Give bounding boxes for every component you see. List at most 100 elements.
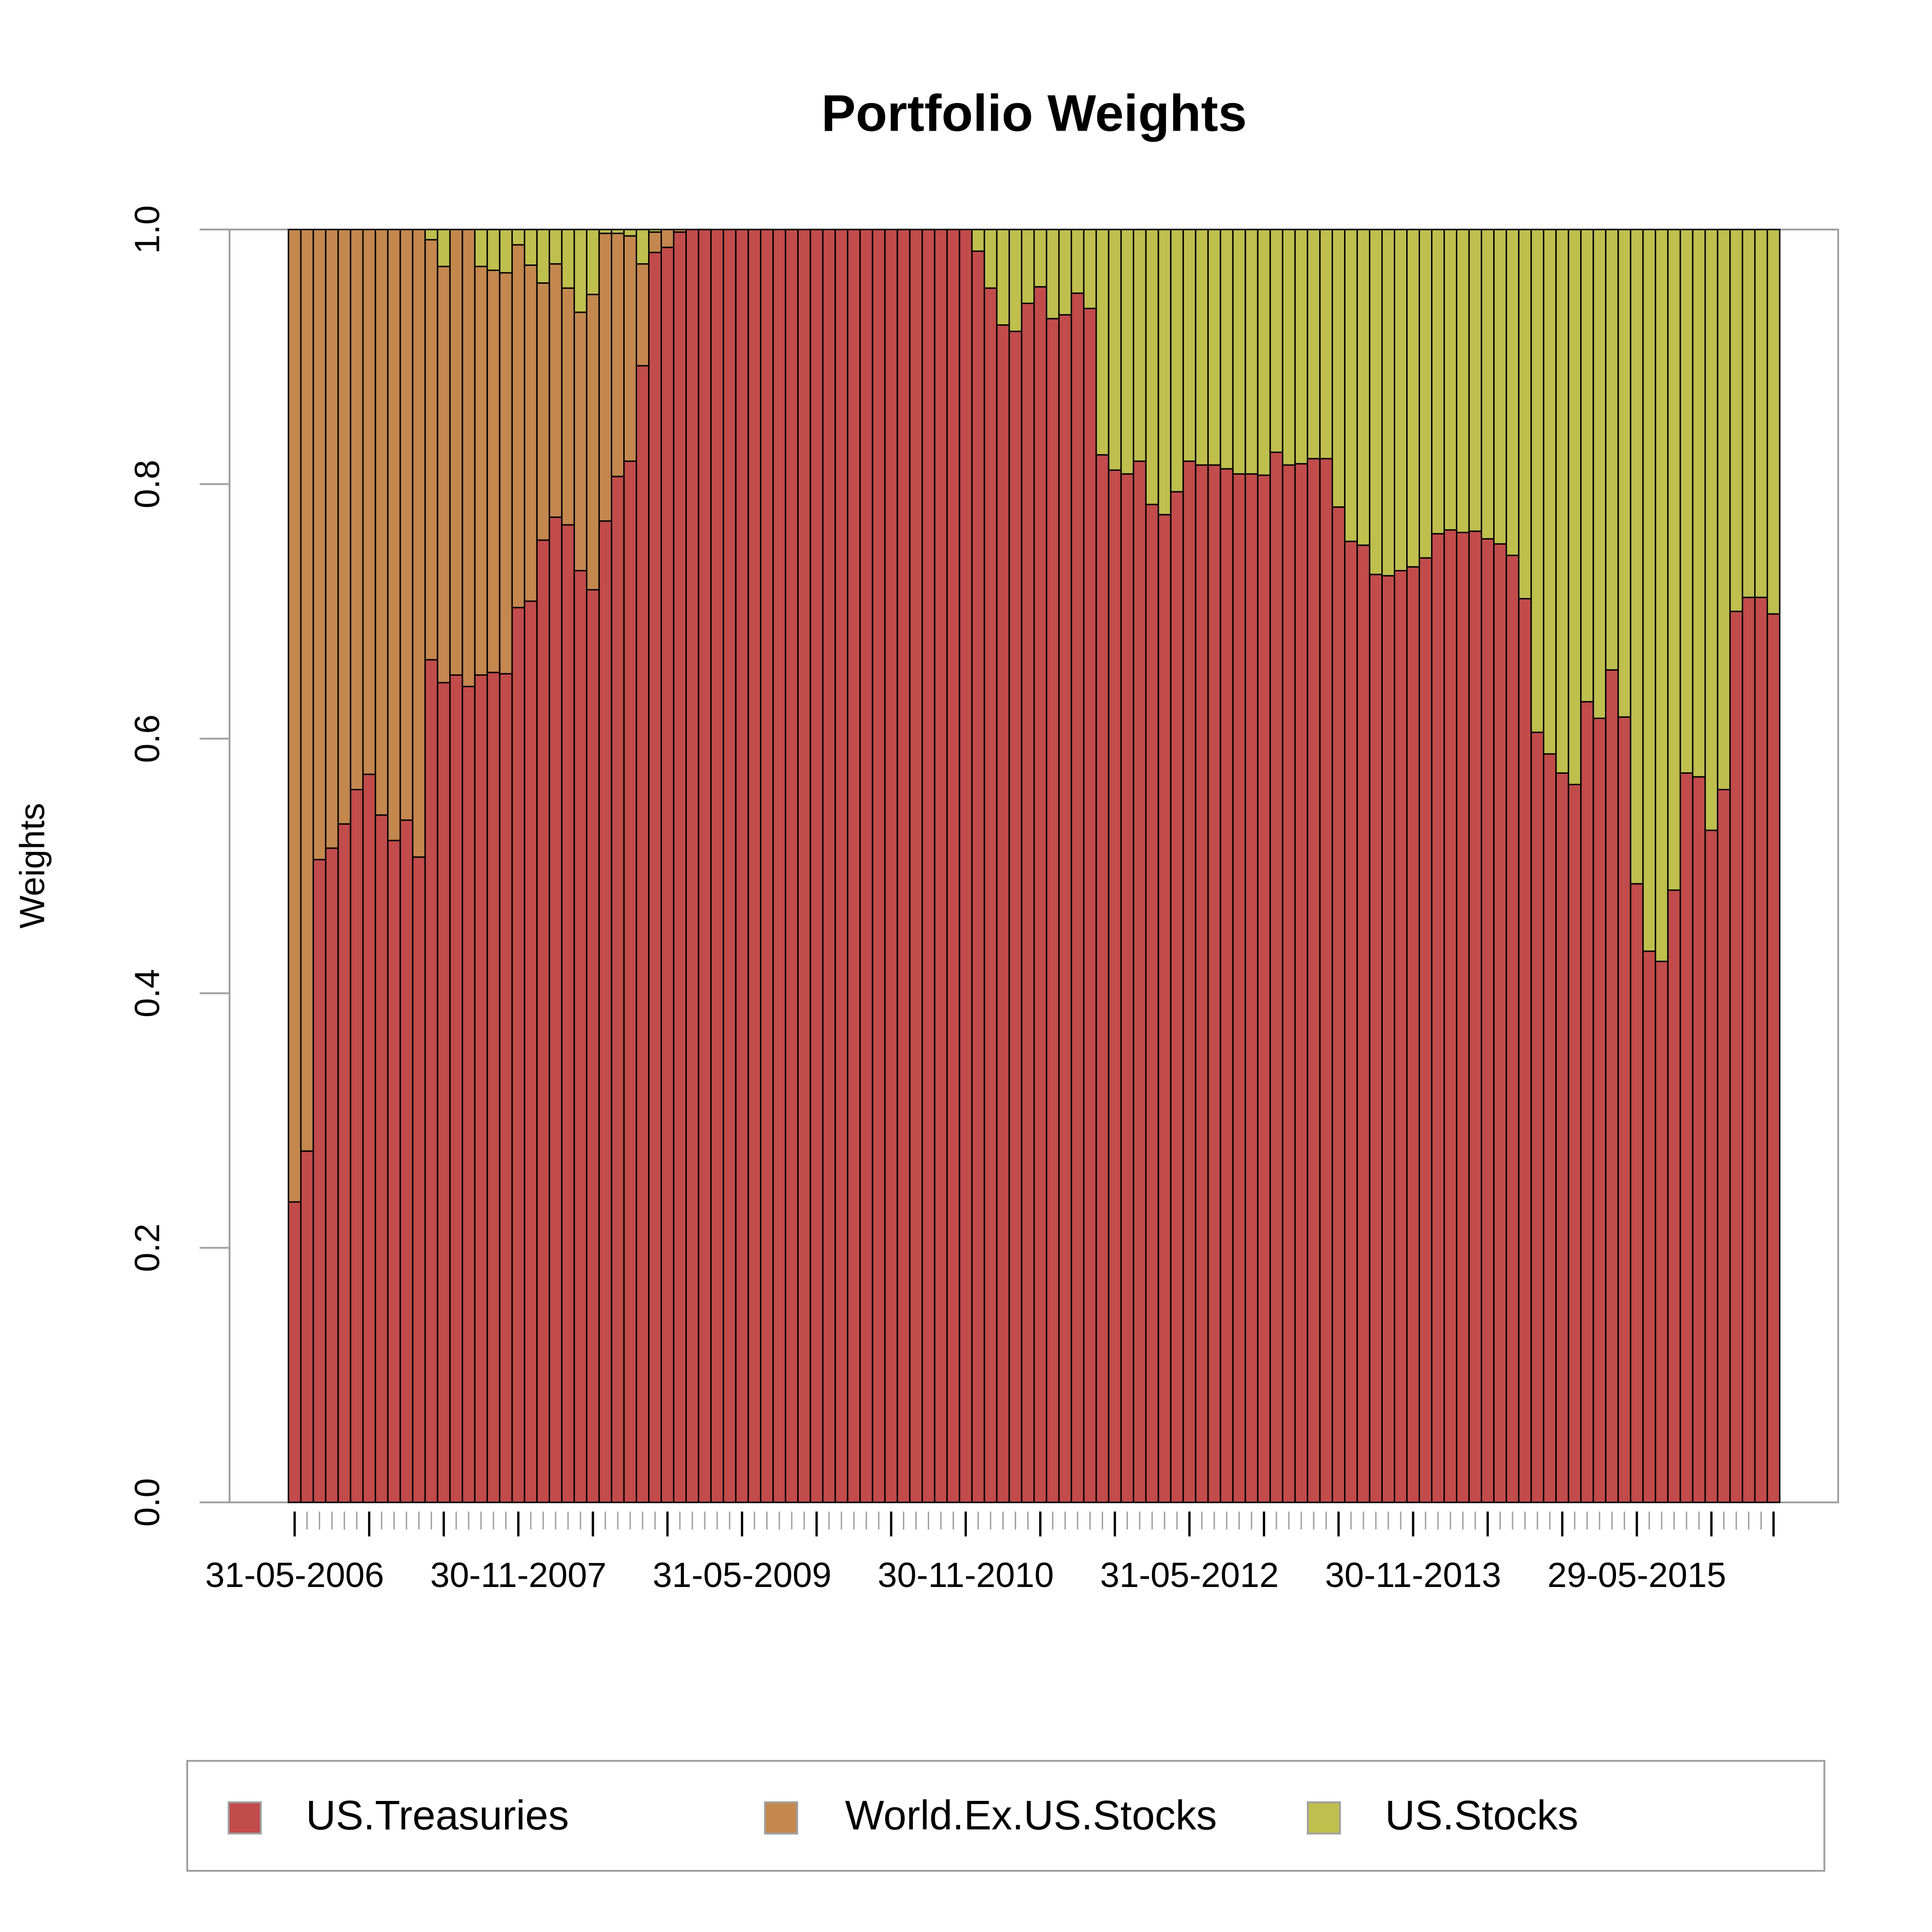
x-tick-label: 30-11-2007 — [430, 1556, 606, 1595]
bar-segment — [1319, 458, 1333, 1503]
bar-segment — [1717, 788, 1731, 1503]
bar-segment — [586, 229, 600, 295]
bar-segment — [909, 229, 923, 1503]
bar-segment — [1393, 570, 1408, 1503]
bar-segment — [797, 229, 811, 1503]
bar-segment — [412, 856, 426, 1503]
bar-segment — [437, 229, 451, 267]
bar-segment — [486, 672, 500, 1503]
bar-segment — [1692, 229, 1706, 778]
bar-segment — [1331, 229, 1346, 508]
bar-segment — [548, 229, 563, 265]
bar-segment — [1033, 229, 1047, 288]
bar-segment — [399, 229, 414, 821]
bar-segment — [499, 229, 513, 274]
bar-segment — [1543, 753, 1557, 1503]
bar-segment — [1282, 229, 1296, 466]
bar-segment — [1605, 669, 1619, 1503]
bar-segment — [1754, 229, 1768, 598]
bar-segment — [1344, 229, 1358, 542]
bar-segment — [996, 324, 1010, 1503]
bar-segment — [486, 270, 500, 673]
x-tick-label: 29-05-2015 — [1547, 1556, 1726, 1595]
bar-segment — [1257, 474, 1271, 1503]
legend-label: US.Treasuries — [306, 1793, 569, 1839]
bar-segment — [1419, 557, 1433, 1503]
bar-segment — [586, 293, 600, 591]
bar-segment — [996, 229, 1010, 326]
bar-segment — [1058, 229, 1072, 316]
bar-segment — [1133, 229, 1147, 462]
bar-segment — [1306, 229, 1321, 460]
bar-segment — [511, 607, 525, 1503]
bar-segment — [511, 244, 525, 609]
bar-segment — [1393, 229, 1408, 572]
legend-swatch — [764, 1801, 798, 1834]
bar-segment — [1195, 464, 1209, 1503]
bar-segment — [1182, 460, 1196, 1503]
bar-segment — [598, 229, 612, 234]
bar-segment — [548, 263, 563, 518]
bar-segment — [1580, 229, 1594, 703]
bar-segment — [449, 229, 463, 676]
bar-segment — [1717, 229, 1731, 790]
y-axis-label: Weights — [13, 803, 52, 928]
bar-segment — [1518, 598, 1532, 1503]
bar-segment — [1642, 229, 1656, 952]
bar-segment — [1331, 506, 1346, 1503]
bar-segment — [735, 229, 749, 1503]
bar-segment — [573, 311, 587, 572]
bar-segment — [1145, 504, 1159, 1503]
bar-segment — [1145, 229, 1159, 506]
bar-segment — [1058, 314, 1072, 1503]
bar-segment — [1095, 454, 1110, 1503]
bar-segment — [610, 229, 625, 234]
bar-segment — [474, 229, 488, 267]
bar-segment — [387, 229, 401, 841]
y-tick-label: 0.2 — [128, 1224, 167, 1272]
bar-segment — [474, 265, 488, 676]
legend-swatch — [228, 1801, 262, 1834]
bar-segment — [536, 229, 550, 284]
bar-segment — [499, 272, 513, 675]
bar-segment — [1232, 473, 1246, 1503]
bar-segment — [1269, 451, 1283, 1503]
bar-segment — [424, 659, 438, 1503]
bar-segment — [1729, 229, 1743, 612]
bar-segment — [1468, 229, 1483, 532]
bar-segment — [661, 247, 675, 1503]
bar-segment — [325, 847, 339, 1503]
bar-segment — [1195, 229, 1209, 466]
bar-segment — [760, 229, 774, 1503]
bar-segment — [1431, 533, 1445, 1503]
bar-segment — [623, 460, 637, 1503]
bar-segment — [1182, 229, 1196, 462]
bar-segment — [573, 570, 587, 1503]
bar-segment — [337, 229, 351, 825]
bar-segment — [1679, 772, 1694, 1503]
y-tick-label: 0.4 — [128, 969, 167, 1018]
bar-segment — [635, 229, 650, 265]
bar-segment — [1406, 566, 1420, 1503]
bar-segment — [1133, 460, 1147, 1503]
bar-segment — [1269, 229, 1283, 453]
bar-segment — [1219, 468, 1234, 1503]
bar-segment — [1667, 229, 1681, 891]
x-tick-label: 31-05-2012 — [1100, 1556, 1279, 1595]
bar-segment — [983, 229, 998, 289]
bar-segment — [673, 231, 687, 1503]
bar-segment — [598, 232, 612, 522]
bar-segment — [1419, 229, 1433, 559]
bar-segment — [1207, 229, 1221, 466]
bar-segment — [1766, 229, 1781, 615]
bar-segment — [1493, 229, 1507, 545]
bar-segment — [561, 229, 575, 289]
bar-segment — [1655, 229, 1669, 962]
bar-segment — [586, 589, 600, 1503]
bar-segment — [1157, 229, 1172, 516]
bar-segment — [1021, 229, 1035, 304]
bar-segment — [536, 539, 550, 1503]
y-tick-label: 0.8 — [128, 460, 167, 509]
bar-segment — [1704, 229, 1719, 831]
bar-segment — [499, 673, 513, 1503]
